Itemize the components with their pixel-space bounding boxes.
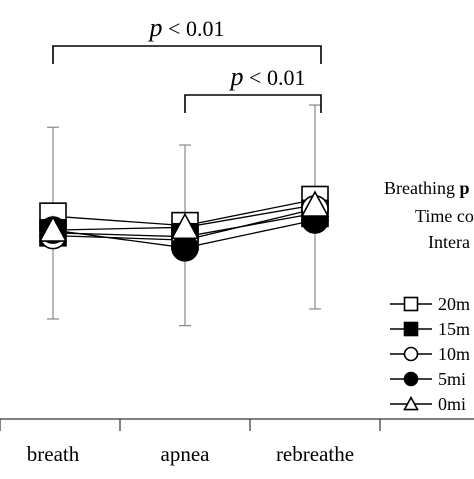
legend-marker-20m [403, 296, 419, 312]
stats-text-2: Intera [428, 232, 470, 252]
legend-label-0mi: 0mi [438, 394, 466, 414]
legend-label-10m: 10m [438, 344, 470, 364]
stats-text-0: Breathing p [384, 178, 470, 198]
x-tick-label-apnea: apnea [161, 442, 211, 466]
marker-0mi-breath [38, 215, 68, 242]
legend-marker-5mi [403, 371, 419, 387]
significance-bracket-1 [184, 94, 322, 113]
x-tick-label-breath: breath [27, 442, 80, 466]
legend-marker-0mi [403, 395, 419, 411]
marker-0mi-rebreathe [300, 190, 330, 217]
stats-text-1: Time co [415, 206, 474, 226]
legend-label-5mi: 5mi [438, 369, 466, 389]
x-tick-label-rebreathe: rebreathe [276, 442, 354, 466]
legend-marker-10m [403, 346, 419, 362]
legend-marker-15m [403, 321, 419, 337]
legend-label-15m: 15m [438, 319, 470, 339]
p-value-label-1: p < 0.01 [229, 62, 306, 91]
p-value-label-0: p < 0.01 [148, 13, 225, 42]
significance-bracket-0 [52, 45, 322, 64]
marker-0mi-apnea [170, 212, 200, 240]
legend-label-20m: 20m [438, 294, 470, 314]
